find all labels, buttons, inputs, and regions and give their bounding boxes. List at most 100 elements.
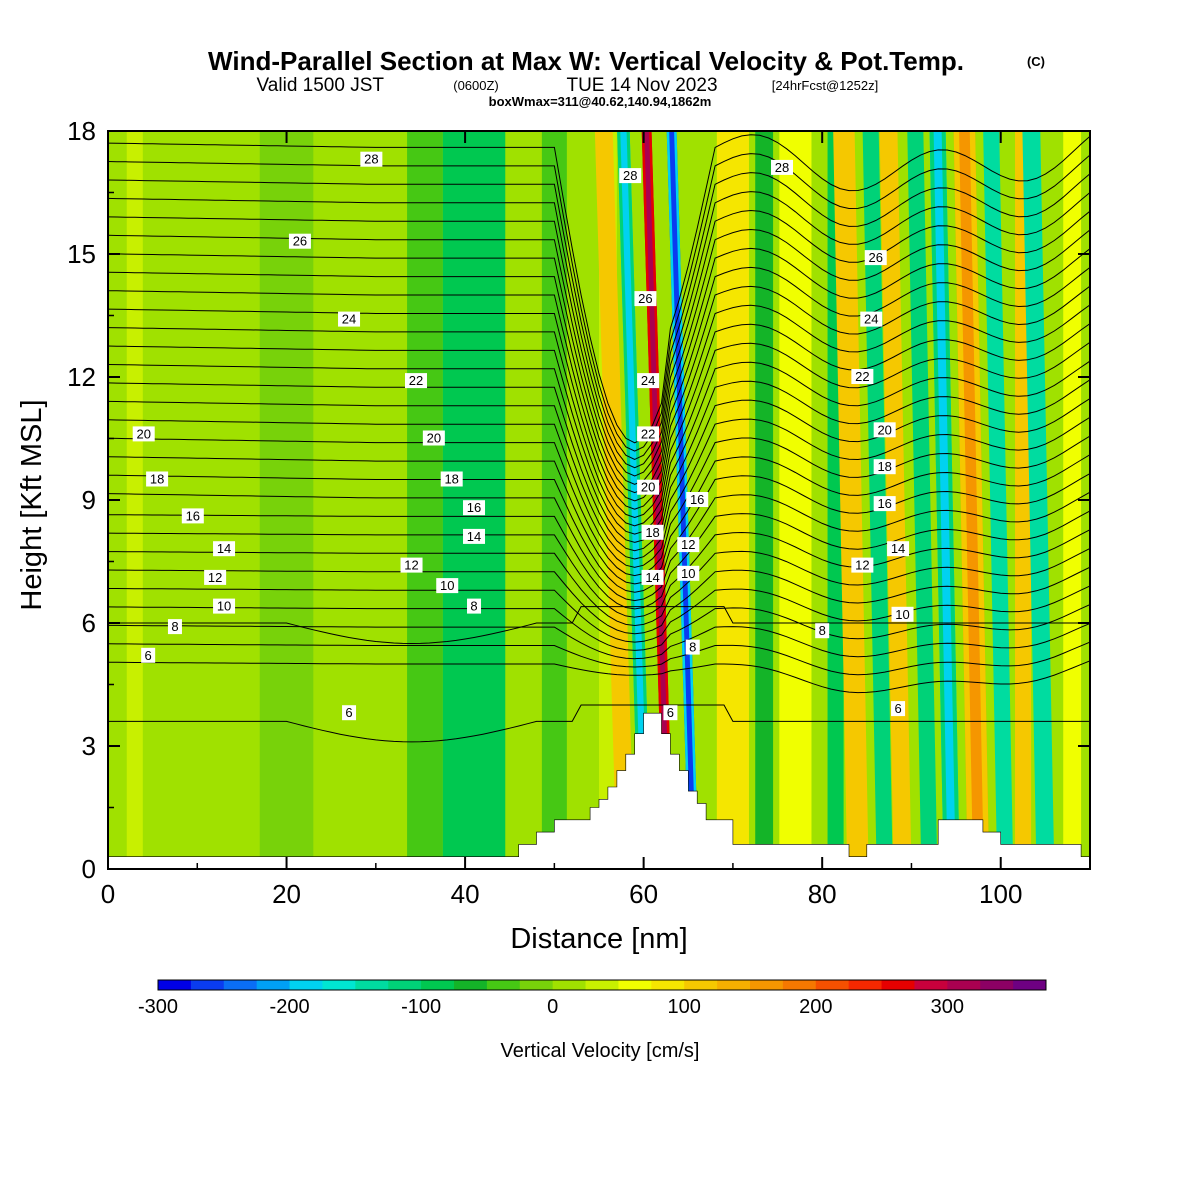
contour-label: 28 (364, 152, 378, 167)
contour-label: 8 (819, 623, 826, 638)
contour-label-bg (873, 422, 896, 438)
contour-label-bg (891, 606, 914, 622)
contour-label: 18 (645, 525, 659, 540)
colorbar-tick-label: 200 (799, 996, 832, 1018)
contour-label-bg (637, 373, 660, 389)
contour-label: 26 (293, 234, 307, 249)
contour-label: 8 (171, 619, 178, 634)
contour-label: 18 (444, 472, 458, 487)
y-tick-label: 0 (82, 854, 96, 884)
velocity-band (716, 131, 749, 869)
contour-label-bg (685, 639, 700, 655)
contour-label: 28 (623, 168, 637, 183)
theta-line (108, 473, 1090, 593)
velocity-band-edge (617, 131, 643, 869)
contour-label-bg (686, 492, 709, 507)
subtitle-utc: (0600Z) (453, 78, 499, 93)
contour-label-bg (288, 233, 311, 249)
contour-label: 8 (470, 599, 477, 614)
y-axis-label: Height [Kft MSL] (16, 399, 48, 610)
theta-line (108, 622, 1090, 660)
contour-label-bg (338, 311, 361, 327)
contour-label: 16 (877, 496, 891, 511)
colorbar-tick-label: -200 (270, 996, 310, 1018)
contour-label-bg (619, 168, 642, 184)
contour-label-bg (663, 705, 678, 721)
x-axis: 0 20 40 60 80 100 (101, 131, 1022, 909)
velocity-shading (108, 131, 1090, 869)
contour-label-bg (873, 496, 896, 512)
colorbar-swatch (289, 980, 323, 990)
theta-line (108, 435, 1090, 577)
y-tick-label: 9 (82, 485, 96, 515)
contour-label-bg (873, 459, 896, 475)
contour-label-bg (641, 524, 664, 540)
contour-label: 12 (404, 558, 418, 573)
contour-label-bg (463, 500, 486, 516)
contour-label: 6 (894, 701, 901, 716)
chart-title: Wind-Parallel Section at Max W: Vertical… (208, 46, 964, 76)
contour-label: 14 (891, 541, 905, 556)
velocity-band (126, 131, 143, 869)
contour-label: 24 (641, 373, 655, 388)
subtitle-forecast: [24hrFcst@1252z] (772, 78, 878, 93)
contour-label: 6 (145, 648, 152, 663)
theta-line (108, 172, 1090, 460)
y-tick-label: 12 (67, 362, 96, 392)
contour-label: 26 (638, 291, 652, 306)
colorbar-swatch (585, 980, 619, 990)
y-tick-label: 6 (82, 608, 96, 638)
contour-label: 6 (667, 705, 674, 720)
contour-label-bg (167, 619, 182, 635)
theta-line (108, 491, 1090, 602)
colorbar-frame (157, 979, 1047, 991)
theta-line (108, 209, 1090, 477)
contour-label-bg (181, 508, 204, 524)
colorbar-label: Vertical Velocity [cm/s] (501, 1040, 700, 1062)
contour-label: 18 (877, 459, 891, 474)
contour-label-bg (132, 426, 155, 442)
colorbar-swatch (223, 980, 258, 990)
contour-label: 28 (775, 160, 789, 175)
contour-label-bg (637, 426, 660, 442)
velocity-band-edge (953, 131, 974, 869)
contour-label: 16 (186, 508, 200, 523)
theta-line (108, 547, 1090, 627)
theta-contour-labels: 28 28 28 26 26 26 24 24 24 22 22 22 20 20 20 20 18 18 18 18… (132, 151, 914, 721)
colorbar-swatch (848, 980, 883, 990)
contour-label-bg (860, 311, 883, 327)
colorbar-swatch (190, 980, 225, 990)
velocity-band-edge (929, 131, 948, 869)
contour-label-bg (637, 479, 660, 495)
colorbar-swatch (519, 980, 554, 990)
colorbar-ticks: -300 -200 -100 0 100 200 300 (138, 996, 964, 1018)
contour-label: 20 (427, 431, 441, 446)
contour-label-bg (771, 159, 794, 175)
theta-line (108, 510, 1090, 610)
y-tick-label: 18 (67, 116, 96, 146)
contour-label-bg (404, 373, 427, 389)
theta-line (108, 604, 1090, 651)
colorbar-swatch (486, 980, 521, 990)
contour-label: 22 (855, 369, 869, 384)
contour-label-bg (204, 569, 227, 585)
contour-label-bg (891, 701, 906, 717)
theta-line (108, 641, 1090, 676)
velocity-band (120, 131, 128, 869)
theta-line (108, 360, 1090, 543)
colorbar-tick-label: -300 (138, 996, 178, 1018)
colorbar-swatch (256, 980, 291, 990)
contour-label-bg (851, 557, 874, 573)
subtitle-valid: Valid 1500 JST (257, 75, 385, 96)
colorbar-swatch (815, 980, 850, 990)
contour-label: 16 (690, 492, 704, 507)
theta-line (108, 585, 1090, 643)
contour-label-bg (677, 565, 700, 581)
velocity-band (259, 131, 314, 869)
contour-label: 16 (467, 500, 481, 515)
colorbar-swatch (388, 980, 422, 990)
x-tick-label: 0 (101, 879, 115, 909)
colorbar-swatch (684, 980, 718, 990)
theta-line (108, 153, 1090, 452)
contour-label-bg (342, 705, 357, 721)
